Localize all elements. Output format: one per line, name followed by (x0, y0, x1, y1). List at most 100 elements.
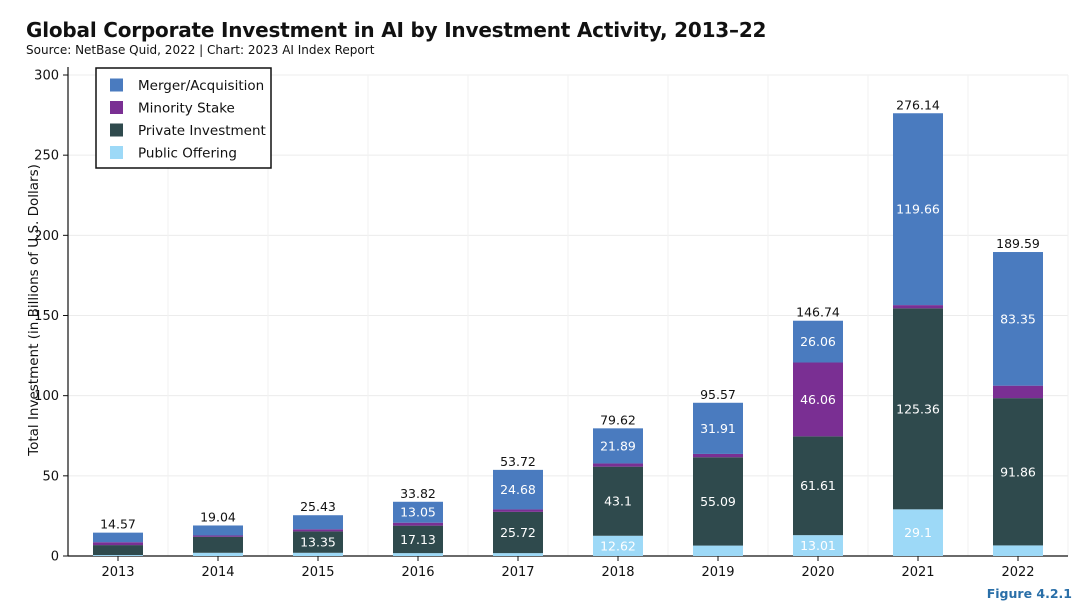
segment-value-label: 13.05 (400, 505, 436, 520)
bar-total-label: 33.82 (400, 486, 436, 501)
legend-swatch (110, 146, 123, 159)
bar-segment (593, 428, 643, 464)
x-tick-label: 2015 (301, 565, 334, 580)
x-tick-label: 2020 (801, 565, 834, 580)
segment-value-label: 83.35 (1000, 311, 1036, 326)
bar-total-label: 276.14 (896, 97, 940, 112)
bar-segment (293, 531, 343, 553)
bar-segment (293, 515, 343, 530)
bar-segment (693, 453, 743, 458)
bar-segment (93, 555, 143, 556)
bar-total-label: 14.57 (100, 517, 136, 532)
bar-segment (593, 466, 643, 536)
y-tick-label: 50 (42, 469, 59, 484)
segment-value-label: 61.61 (800, 478, 836, 493)
x-tick-label: 2022 (1001, 565, 1034, 580)
bar-segment (493, 469, 543, 510)
bar-segment (893, 308, 943, 510)
segment-value-label: 12.62 (600, 538, 636, 553)
legend-swatch (110, 78, 123, 92)
y-tick-label: 300 (34, 69, 59, 84)
x-tick-label: 2018 (601, 565, 634, 580)
legend-swatch (110, 123, 123, 137)
bar-total-label: 53.72 (500, 454, 536, 469)
bar-segment (193, 552, 243, 556)
bar-total-label: 189.59 (996, 236, 1040, 251)
bar-segment (493, 511, 543, 554)
legend-label: Minority Stake (138, 101, 235, 117)
segment-value-label: 17.13 (400, 532, 436, 547)
bar-segment (993, 252, 1043, 386)
legend-label: Private Investment (138, 123, 266, 139)
segment-value-label: 24.68 (500, 482, 536, 497)
y-tick-label: 100 (34, 389, 59, 404)
segment-value-label: 13.01 (800, 538, 836, 553)
segment-value-label: 125.36 (896, 401, 940, 416)
bar-segment (93, 532, 143, 543)
bar-segment (993, 398, 1043, 546)
legend-swatch (110, 101, 123, 114)
bar-segment (293, 552, 343, 556)
bar-segment (893, 305, 943, 309)
bar-total-label: 19.04 (200, 509, 236, 524)
x-tick-label: 2017 (501, 565, 534, 580)
bar-segment (693, 402, 743, 454)
y-axis-label: Total Investment (in Billions of U.S. Do… (26, 164, 42, 457)
y-tick-label: 150 (34, 309, 59, 324)
segment-value-label: 13.35 (300, 535, 336, 550)
bar-segment (993, 385, 1043, 399)
legend-label: Merger/Acquisition (138, 78, 264, 94)
figure-number: Figure 4.2.1 (986, 586, 1072, 601)
segment-value-label: 119.66 (896, 202, 940, 217)
segment-value-label: 55.09 (700, 494, 736, 509)
bar-total-label: 146.74 (796, 305, 840, 320)
legend: Merger/Acquisition Minority Stake Private … (95, 67, 272, 169)
bar-segment (893, 113, 943, 306)
y-tick-label: 200 (34, 229, 59, 244)
bar-segment (793, 436, 843, 536)
bar-segment (793, 535, 843, 556)
bar-segment (193, 535, 243, 537)
legend-box (95, 67, 272, 169)
segment-value-label: 26.06 (800, 334, 836, 349)
bar-segment (693, 545, 743, 556)
x-tick-label: 2013 (101, 565, 134, 580)
x-tick-label: 2014 (201, 565, 234, 580)
bar-segment (393, 553, 443, 556)
chart-title: Global Corporate Investment in AI by Inv… (26, 18, 767, 42)
legend-label: Public Offering (138, 146, 237, 162)
segment-value-label: 29.1 (904, 525, 932, 540)
bar-segment (793, 320, 843, 363)
bar-segment (393, 522, 443, 526)
segment-value-label: 43.1 (604, 494, 632, 509)
segment-value-label: 46.06 (800, 392, 836, 407)
y-tick-label: 0 (51, 550, 59, 565)
bar-segment (493, 509, 543, 512)
segment-value-label: 31.91 (700, 421, 736, 436)
x-tick-label: 2016 (401, 565, 434, 580)
bar-segment (793, 362, 843, 437)
segment-value-label: 91.86 (1000, 464, 1036, 479)
bar-labels: 14.57 19.04 13.35 25.43 17.13 13.05 33.82 25.72… (100, 97, 1040, 553)
bar-segment (493, 553, 543, 556)
bar-segment (293, 529, 343, 532)
bar-segment (93, 545, 143, 556)
bar-total-label: 79.62 (600, 412, 636, 427)
bar-segment (693, 457, 743, 546)
bar-segment (93, 542, 143, 546)
bar-segment (393, 525, 443, 554)
bar-segment (893, 509, 943, 556)
chart-source: Source: NetBase Quid, 2022 | Chart: 2023… (26, 43, 375, 57)
x-tick-label: 2019 (701, 565, 734, 580)
segment-value-label: 21.89 (600, 438, 636, 453)
bar-segment (193, 525, 243, 536)
bar-total-label: 25.43 (300, 499, 336, 514)
y-tick-label: 250 (34, 149, 59, 164)
segment-value-label: 25.72 (500, 525, 536, 540)
bar-segment (993, 545, 1043, 556)
bar-total-label: 95.57 (700, 387, 736, 402)
bar-segment (593, 463, 643, 467)
bar-segment (193, 536, 243, 553)
bar-segment (393, 501, 443, 523)
